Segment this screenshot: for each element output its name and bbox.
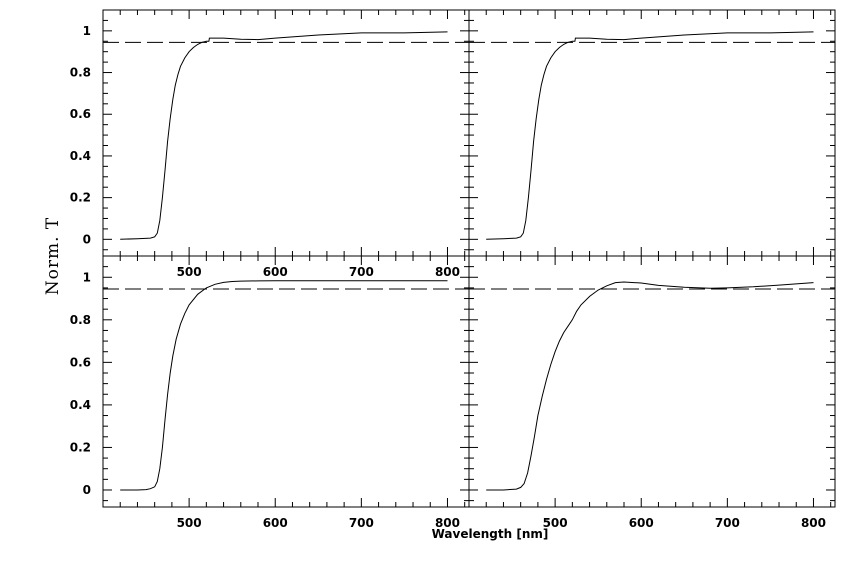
x-tick-label: 600 <box>629 516 654 530</box>
x-axis-title: Wavelength [nm] <box>432 527 549 541</box>
x-tick-label: 600 <box>263 516 288 530</box>
x-tick-label: 600 <box>263 265 288 279</box>
plot-frame <box>102 255 470 508</box>
y-tick-label: 0.4 <box>70 149 91 163</box>
y-tick-label: 0.8 <box>70 66 91 80</box>
y-tick-label: 0 <box>83 232 91 246</box>
transmission-curve <box>120 280 448 491</box>
plot-frame <box>468 255 836 508</box>
transmission-curve <box>486 281 814 491</box>
y-tick-label: 1 <box>83 270 91 284</box>
y-tick-label: 0.2 <box>70 440 91 454</box>
x-tick-label: 700 <box>715 516 740 530</box>
y-tick-label: 0.2 <box>70 191 91 205</box>
x-tick-label: 800 <box>801 516 826 530</box>
y-tick-label: 0.4 <box>70 398 91 412</box>
y-tick-label: 0.6 <box>70 107 91 121</box>
transmission-curve <box>120 31 448 240</box>
plot-frame <box>102 9 470 257</box>
panel-top-left: 0 0.2 0.4 0.6 0.8 1 500 600 700 800 <box>70 9 470 279</box>
x-tick-label: 700 <box>349 516 374 530</box>
x-tick-label: 700 <box>349 265 374 279</box>
x-tick-label: 500 <box>543 516 568 530</box>
x-tick-label: 800 <box>435 516 460 530</box>
y-axis-title: Norm. T <box>43 217 63 296</box>
x-tick-label: 500 <box>177 516 202 530</box>
panel-top-right <box>468 9 836 257</box>
x-tick-label: 500 <box>177 265 202 279</box>
y-tick-label: 1 <box>83 24 91 38</box>
panel-bottom-right: 500 600 700 800 <box>468 255 836 530</box>
transmission-curve <box>486 31 814 240</box>
panel-bottom-left: 0 0.2 0.4 0.6 0.8 1 500 600 700 800 <box>70 255 470 530</box>
y-tick-label: 0.6 <box>70 355 91 369</box>
x-tick-label: 800 <box>435 265 460 279</box>
y-tick-label: 0.8 <box>70 313 91 327</box>
y-tick-label: 0 <box>83 483 91 497</box>
plot-frame <box>468 9 836 257</box>
